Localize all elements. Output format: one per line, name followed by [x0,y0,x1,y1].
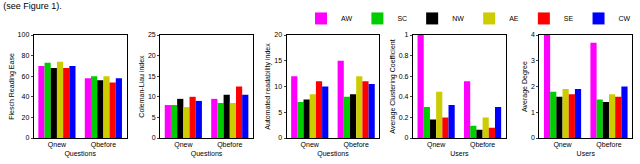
svg-text:Qnew: Qnew [553,141,572,149]
svg-text:Qbefore: Qbefore [91,141,116,149]
svg-text:AW: AW [341,15,352,22]
svg-text:Qbefore: Qbefore [217,141,242,149]
svg-text:1: 1 [531,109,535,116]
svg-text:Qbefore: Qbefore [470,141,495,149]
svg-text:15: 15 [274,57,282,64]
svg-text:(see Figure 1).: (see Figure 1). [3,1,62,11]
svg-text:40: 40 [22,93,30,100]
svg-text:Questions: Questions [317,150,349,158]
svg-text:15: 15 [148,73,156,80]
svg-text:Users: Users [577,150,596,157]
svg-text:Coleman-Liau index: Coleman-Liau index [138,55,145,118]
svg-text:10: 10 [274,83,282,90]
svg-text:Users: Users [450,150,469,157]
svg-text:60: 60 [22,73,30,80]
svg-text:CW: CW [619,15,631,22]
svg-text:0.4: 0.4 [399,93,409,100]
svg-text:Qnew: Qnew [301,141,320,149]
svg-text:Qnew: Qnew [427,141,446,149]
svg-text:Average Degree: Average Degree [521,61,529,112]
svg-text:20: 20 [148,52,156,59]
svg-text:AE: AE [509,15,519,22]
svg-text:Qnew: Qnew [48,141,67,149]
svg-text:Flesch Reading Ease: Flesch Reading Ease [8,53,16,120]
svg-text:Automated readability index: Automated readability index [264,43,272,130]
svg-text:Qnew: Qnew [174,141,193,149]
svg-text:25: 25 [148,31,156,38]
svg-text:0.8: 0.8 [399,52,409,59]
svg-text:Average Clustering Coefficient: Average Clustering Coefficient [389,39,397,133]
svg-text:0: 0 [405,134,409,141]
svg-text:4: 4 [531,31,535,38]
svg-text:SE: SE [564,15,574,22]
svg-text:0: 0 [152,134,156,141]
svg-text:20: 20 [274,31,282,38]
svg-text:Qbefore: Qbefore [596,141,621,149]
svg-text:2: 2 [531,83,535,90]
svg-text:100: 100 [18,31,30,38]
svg-text:NW: NW [452,15,464,22]
svg-text:SC: SC [397,15,407,22]
svg-text:3: 3 [531,57,535,64]
svg-text:1: 1 [405,31,409,38]
svg-text:0: 0 [531,134,535,141]
svg-text:0.6: 0.6 [399,73,409,80]
svg-text:5: 5 [278,109,282,116]
svg-text:5: 5 [152,114,156,121]
svg-text:Qbefore: Qbefore [344,141,369,149]
svg-text:Questions: Questions [191,150,223,158]
svg-text:20: 20 [22,114,30,121]
svg-text:80: 80 [22,52,30,59]
svg-text:0.2: 0.2 [399,114,409,121]
svg-text:0: 0 [25,134,29,141]
svg-text:Questions: Questions [64,150,96,158]
svg-text:10: 10 [148,93,156,100]
svg-text:0: 0 [278,134,282,141]
